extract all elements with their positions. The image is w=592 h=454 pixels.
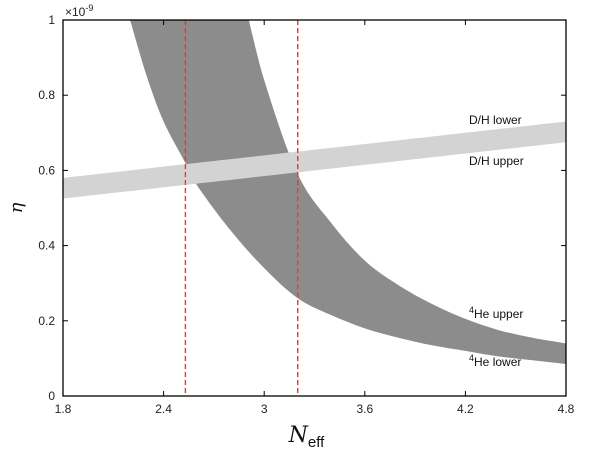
he4-lower-label-main: He lower xyxy=(474,355,521,369)
y-multiplier-label: ×10-9 xyxy=(65,3,93,19)
dh-upper-label: D/H upper xyxy=(469,154,524,168)
x-tick-label: 3.6 xyxy=(356,402,373,416)
he4-lower-label-sup: 4 xyxy=(469,353,474,363)
y-tick-label: 0.6 xyxy=(38,163,55,177)
x-tick-label: 4.2 xyxy=(457,402,474,416)
he4-upper-label: 4He upper xyxy=(469,305,523,321)
x-axis-title: Neff xyxy=(288,423,325,451)
axes xyxy=(62,19,567,397)
x-tick-label: 4.8 xyxy=(558,402,575,416)
y-tick-label: 0.4 xyxy=(38,239,55,253)
plot-area xyxy=(63,20,566,396)
y-multiplier-exponent: -9 xyxy=(85,3,93,13)
y-tick-label: 0.8 xyxy=(38,88,55,102)
x-tick-label: 1.8 xyxy=(55,402,72,416)
he4-band xyxy=(130,20,566,365)
x-tick-label: 2.4 xyxy=(155,402,172,416)
plot-frame xyxy=(62,19,567,397)
x-tick-label: 3 xyxy=(261,402,268,416)
y-axis-title: η xyxy=(6,202,27,213)
plot-clip-group xyxy=(63,20,566,396)
he4-lower-label: 4He lower xyxy=(469,353,521,369)
y-tick-label: 1 xyxy=(48,13,55,27)
he4-upper-label-sup: 4 xyxy=(469,305,474,315)
chart-text: 1.8 2.4 3 3.6 4.2 4.8 0 0.2 0.4 0.6 0.8 1 ×10-9 Neff η… xyxy=(6,3,575,451)
dh-band xyxy=(63,121,566,199)
he4-upper-label-main: He upper xyxy=(474,307,523,321)
y-tick-label: 0 xyxy=(48,389,55,403)
y-tick-label: 0.2 xyxy=(38,314,55,328)
x-axis-title-sub: eff xyxy=(308,434,325,451)
dh-lower-label: D/H lower xyxy=(469,113,522,127)
